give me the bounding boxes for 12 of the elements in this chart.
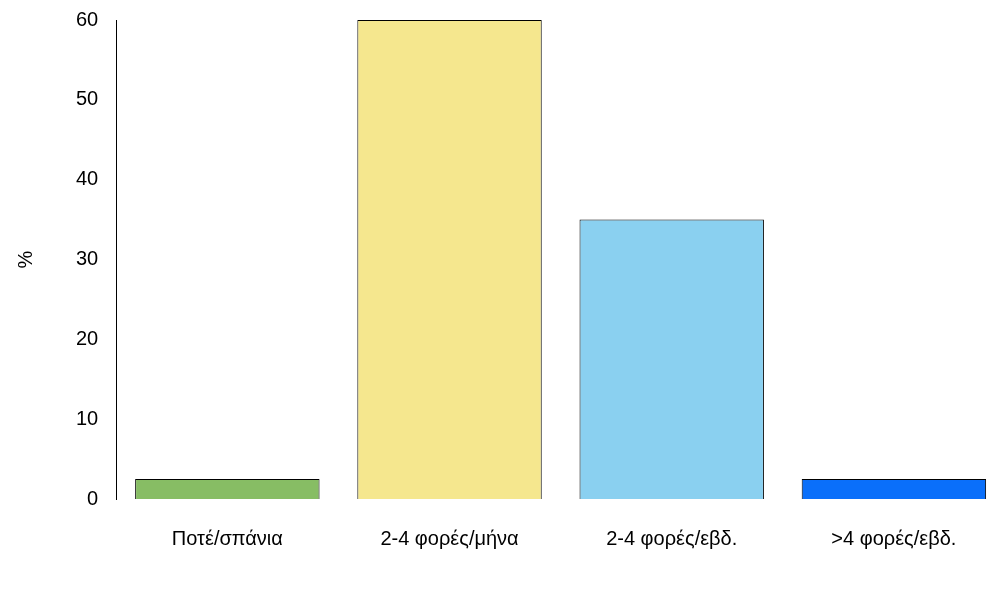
x-tick-label: 2-4 φορές/εβδ. [606,526,738,549]
y-axis-title: % [13,250,36,269]
y-tick-label: 30 [76,247,99,270]
y-tick-label: 60 [76,7,99,30]
y-tick-label: 0 [87,486,99,509]
x-tick-label: 2-4 φορές/μήνα [380,526,519,549]
x-tick-label: >4 φορές/εβδ. [831,526,957,549]
y-tick-label: 20 [76,326,99,349]
y-tick-label: 40 [76,167,99,190]
x-tick-label: Ποτέ/σπάνια [171,526,283,549]
y-tick-label: 50 [76,87,99,110]
y-tick-label: 10 [76,406,99,429]
